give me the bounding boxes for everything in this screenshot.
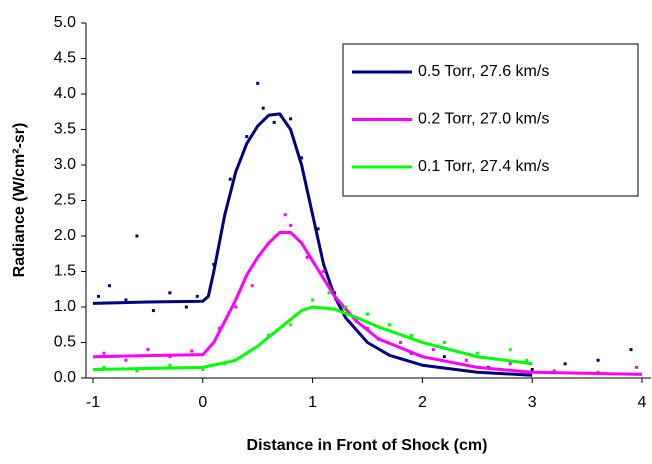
data-point	[250, 284, 254, 288]
data-point	[327, 291, 331, 295]
data-point	[283, 213, 287, 217]
data-point	[311, 298, 315, 302]
data-point	[146, 348, 150, 352]
data-point	[596, 358, 600, 362]
data-point	[168, 363, 172, 367]
data-point	[256, 81, 260, 85]
data-point	[168, 291, 172, 295]
data-point	[442, 355, 446, 359]
data-point	[442, 341, 446, 344]
data-point	[629, 348, 633, 352]
data-point	[245, 135, 249, 139]
y-tick-label: 1.5	[54, 263, 76, 280]
data-point	[102, 351, 106, 355]
y-tick-label: 5.0	[54, 14, 76, 31]
data-point	[322, 270, 326, 273]
data-point	[475, 351, 479, 355]
data-point	[217, 326, 221, 330]
data-point	[289, 117, 293, 121]
data-point	[272, 120, 276, 124]
x-tick-label: 2	[418, 394, 427, 411]
data-point	[201, 367, 205, 371]
data-point	[289, 223, 293, 227]
data-point	[305, 255, 309, 259]
data-point	[525, 358, 529, 362]
data-point	[316, 227, 320, 231]
legend-label: 0.1 Torr, 27.4 km/s	[418, 158, 549, 175]
y-tick-label: 4.5	[54, 50, 76, 67]
fit-line	[92, 112, 533, 377]
data-point	[184, 305, 188, 309]
y-tick-label: 4.0	[54, 85, 76, 102]
data-point	[508, 362, 512, 366]
data-point	[530, 367, 534, 371]
data-point	[508, 348, 512, 352]
data-point	[366, 312, 369, 316]
y-tick-label: 2.5	[54, 192, 76, 209]
y-tick-label: 0.5	[54, 334, 76, 351]
data-point	[151, 309, 155, 313]
y-tick-label: 0.0	[54, 369, 76, 386]
data-point	[124, 298, 128, 302]
data-point	[289, 323, 293, 327]
y-tick-label: 3.0	[54, 156, 76, 173]
x-tick-label: 3	[528, 394, 537, 411]
data-point	[135, 369, 139, 373]
x-tick-label: 4	[638, 394, 647, 411]
x-tick-label: 0	[198, 394, 207, 411]
data-point	[552, 369, 556, 373]
data-point	[431, 348, 435, 352]
data-point	[234, 305, 238, 309]
x-tick-label: 1	[308, 394, 317, 411]
legend-label: 0.5 Torr, 27.6 km/s	[418, 63, 549, 80]
data-point	[344, 305, 348, 309]
data-point	[387, 323, 391, 327]
y-tick-label: 1.0	[54, 298, 76, 315]
data-point	[124, 358, 128, 362]
data-point	[135, 234, 139, 238]
data-point	[563, 362, 567, 366]
fit-line	[92, 305, 533, 371]
y-axis-title: Radiance (W/cm²-sr)	[11, 123, 28, 278]
data-point	[96, 294, 100, 298]
data-point	[300, 156, 304, 160]
data-point	[635, 365, 639, 369]
data-point	[409, 333, 413, 337]
y-tick-label: 2.0	[54, 227, 76, 244]
fit-line	[92, 231, 643, 376]
data-point	[107, 284, 111, 288]
x-tick-label: -1	[86, 394, 100, 411]
data-point	[464, 358, 468, 362]
data-point	[102, 365, 106, 369]
data-point	[228, 177, 232, 181]
data-point	[261, 106, 265, 110]
data-point	[190, 349, 194, 353]
data-point	[398, 341, 402, 344]
legend-label: 0.2 Torr, 27.0 km/s	[418, 111, 549, 128]
y-tick-label: 3.5	[54, 121, 76, 138]
data-point	[195, 294, 199, 298]
x-axis-title: Distance in Front of Shock (cm)	[247, 437, 488, 454]
